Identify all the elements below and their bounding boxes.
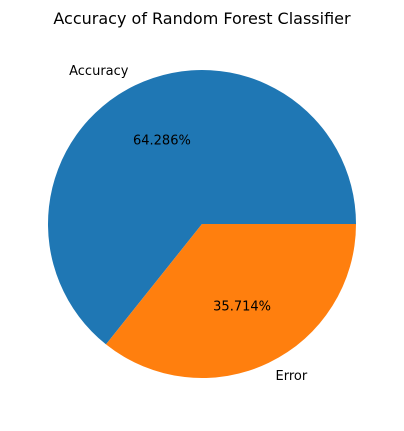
pie-label-accuracy: Accuracy bbox=[69, 64, 129, 79]
pie-label-error: Error bbox=[276, 369, 308, 384]
pie-pct-label-error: 35.714% bbox=[213, 300, 271, 315]
pie-slice-error bbox=[105, 224, 356, 378]
pie-slices bbox=[48, 70, 357, 378]
pie-labels: Accuracy 64.286% Error 35.714% bbox=[69, 64, 308, 384]
pie-pct-label-accuracy: 64.286% bbox=[133, 133, 191, 148]
chart-title: Accuracy of Random Forest Classifier bbox=[53, 9, 351, 28]
pie-slice-accuracy bbox=[48, 70, 357, 345]
